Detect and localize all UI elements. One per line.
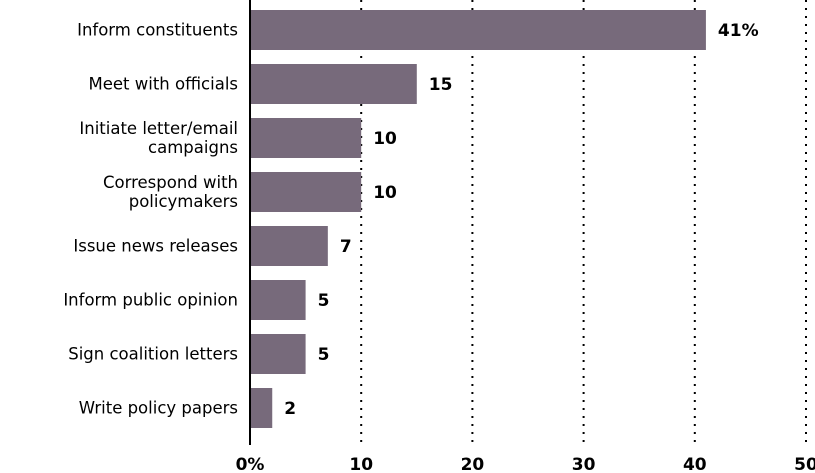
category-label: Correspond with policymakers xyxy=(102,173,238,211)
bar xyxy=(250,172,362,212)
x-tick-label: 10 xyxy=(349,455,373,473)
bar xyxy=(250,10,706,50)
bar xyxy=(250,64,417,104)
bar xyxy=(250,226,328,266)
category-label: Issue news releases xyxy=(73,236,238,256)
value-label: 15 xyxy=(429,75,453,95)
category-label: Meet with officials xyxy=(88,74,239,94)
category-label: Write policy papers xyxy=(78,398,238,418)
x-tick-label: 20 xyxy=(461,455,485,473)
category-label: Inform constituents xyxy=(77,20,238,40)
category-label: Inform public opinion xyxy=(63,290,238,310)
bar xyxy=(250,334,306,374)
bar xyxy=(250,280,306,320)
bar xyxy=(250,388,273,428)
value-label: 5 xyxy=(318,345,330,365)
value-label: 10 xyxy=(373,183,397,203)
value-label: 5 xyxy=(318,291,330,311)
x-tick-label: 30 xyxy=(572,455,596,473)
x-tick-label: 50 xyxy=(794,455,815,473)
category-label: Sign coalition letters xyxy=(68,344,238,364)
category-label: Initiate letter/email campaigns xyxy=(79,119,238,157)
x-tick-label: 40 xyxy=(683,455,707,473)
value-label: 2 xyxy=(284,399,296,419)
value-label: 41% xyxy=(718,21,759,41)
bar xyxy=(250,118,362,158)
x-tick-label: 0% xyxy=(236,455,265,473)
value-label: 10 xyxy=(373,129,397,149)
value-label: 7 xyxy=(340,237,352,257)
